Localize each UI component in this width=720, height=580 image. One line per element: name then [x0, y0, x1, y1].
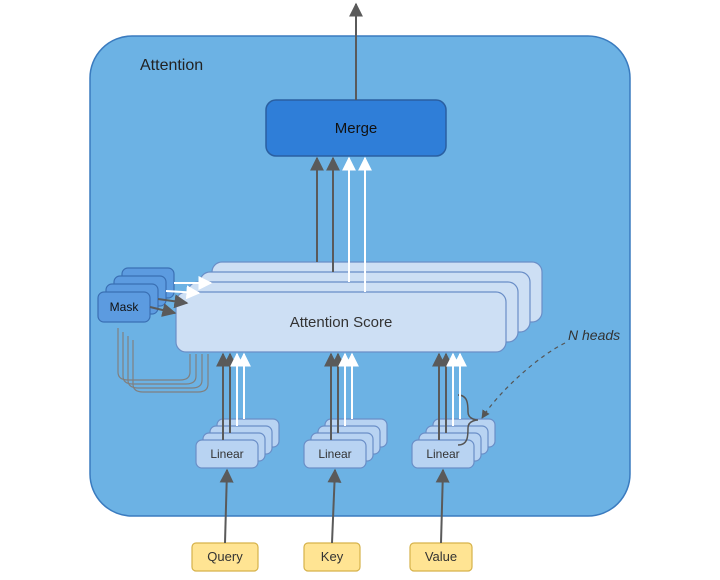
linear-label-2: Linear: [426, 447, 459, 461]
attention-score-label: Attention Score: [290, 314, 393, 331]
merge-label: Merge: [335, 120, 378, 137]
attention-score-stack: Attention Score: [176, 262, 542, 352]
input-label-query: Query: [207, 549, 243, 564]
input-label-value: Value: [425, 549, 457, 564]
input-label-key: Key: [321, 549, 344, 564]
attention-diagram: Attention Mask Attention Score Linear Linear…: [0, 0, 720, 580]
n-heads-label: N heads: [568, 327, 620, 343]
container-title: Attention: [140, 57, 203, 74]
linear-label-1: Linear: [318, 447, 351, 461]
linear-label-0: Linear: [210, 447, 243, 461]
mask-label: Mask: [110, 300, 140, 314]
